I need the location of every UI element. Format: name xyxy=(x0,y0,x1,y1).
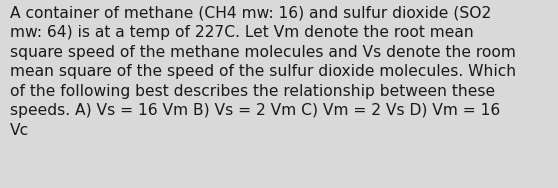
Text: A container of methane (CH4 mw: 16) and sulfur dioxide (SO2
mw: 64) is at a temp: A container of methane (CH4 mw: 16) and … xyxy=(10,6,516,138)
